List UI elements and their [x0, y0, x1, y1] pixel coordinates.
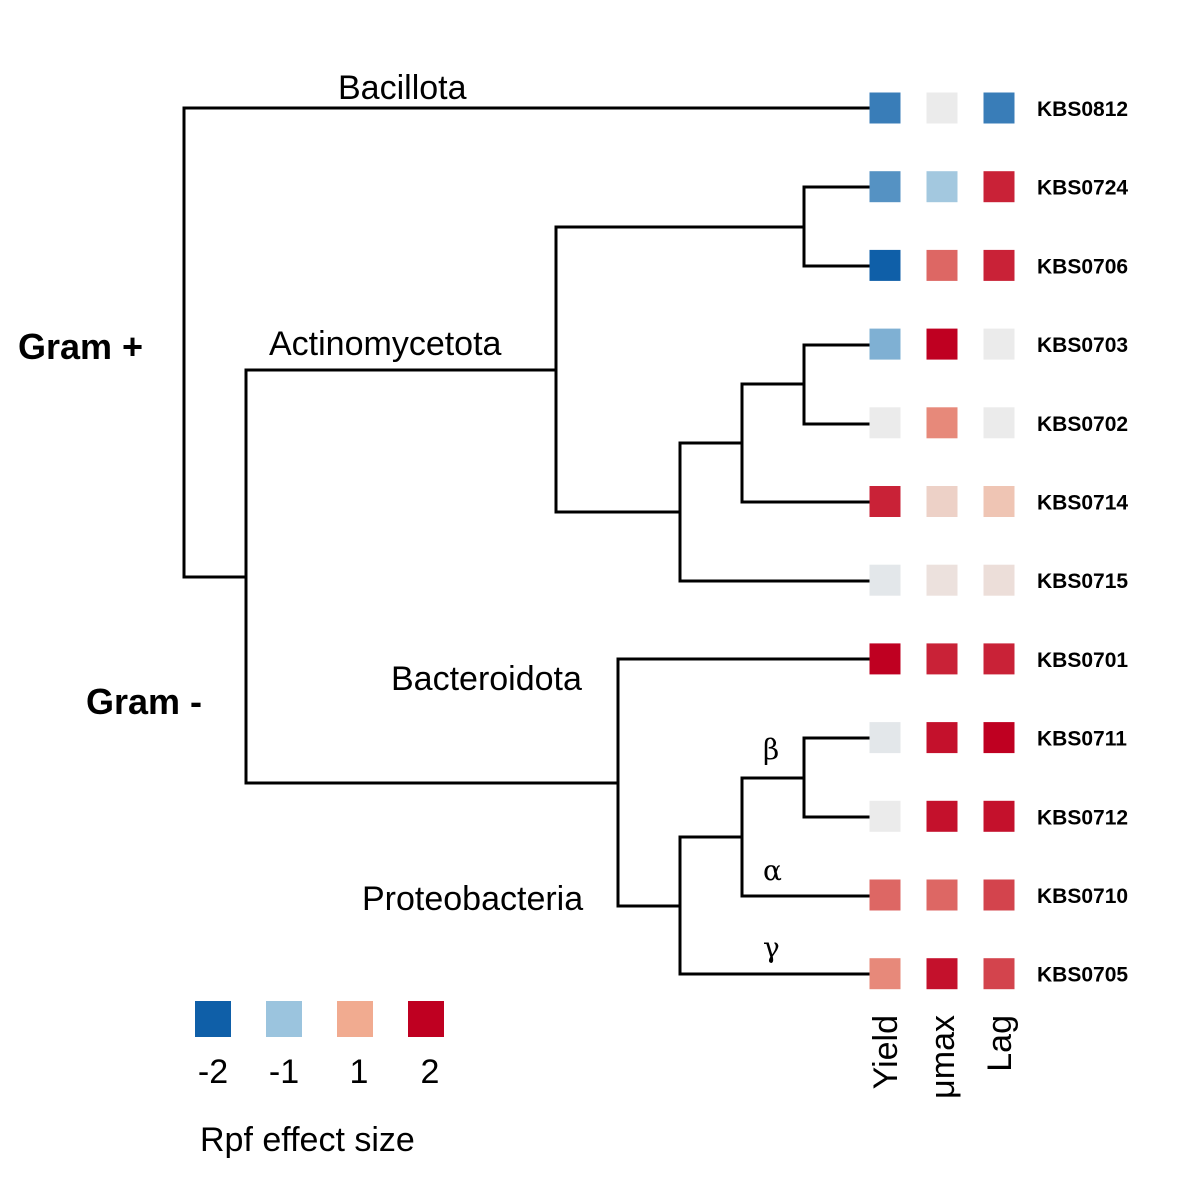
- tip-labels: KBS0812 KBS0724 KBS0706 KBS0703 KBS0702 KBS07…: [1037, 98, 1128, 987]
- heat-tile-KBS0812-lag: [983, 92, 1015, 124]
- heat-tile-KBS0706-umax: [926, 249, 958, 281]
- clade-label-bacteroidota: Bacteroidota: [391, 660, 582, 698]
- heat-tile-KBS0701-umax: [926, 643, 958, 675]
- legend-label: -2: [198, 1053, 228, 1091]
- heat-tile-KBS0710-yield: [869, 879, 901, 911]
- column-title: μmax: [924, 1015, 962, 1099]
- heat-tile-KBS0715-lag: [983, 564, 1015, 596]
- heat-tile-KBS0712-umax: [926, 800, 958, 832]
- legend-swatch: [195, 1001, 231, 1037]
- heat-tile-KBS0703-umax: [926, 328, 958, 360]
- heat-tile-KBS0711-yield: [869, 722, 901, 754]
- heat-tile-KBS0711-lag: [983, 722, 1015, 754]
- heat-tile-KBS0702-yield: [869, 407, 901, 439]
- legend-swatch: [408, 1001, 444, 1037]
- heat-tile-KBS0710-umax: [926, 879, 958, 911]
- heat-tile-KBS0706-lag: [983, 249, 1015, 281]
- tip-label: KBS0705: [1037, 964, 1128, 987]
- tip-label: KBS0724: [1037, 177, 1128, 200]
- legend-swatch: [266, 1001, 302, 1037]
- heat-tile-KBS0714-umax: [926, 486, 958, 517]
- tip-label: KBS0715: [1037, 570, 1128, 593]
- heat-tile-KBS0705-lag: [983, 958, 1015, 990]
- tip-label: KBS0711: [1037, 728, 1127, 751]
- heat-tile-KBS0705-yield: [869, 958, 901, 990]
- legend-label: 1: [350, 1053, 369, 1091]
- greek-label-alpha: α: [763, 854, 782, 887]
- heat-tile-KBS0724-lag: [983, 171, 1015, 203]
- heat-tile-KBS0701-lag: [983, 643, 1015, 675]
- legend-label: 2: [421, 1053, 440, 1091]
- tip-label: KBS0710: [1037, 885, 1128, 908]
- heat-tile-KBS0715-umax: [926, 564, 958, 596]
- heat-tile-KBS0715-yield: [869, 564, 901, 596]
- phylogenetic-tree: [182, 106, 870, 976]
- tip-label: KBS0701: [1037, 649, 1128, 672]
- greek-label-beta: β: [763, 733, 779, 766]
- tip-label: KBS0703: [1037, 334, 1128, 357]
- clade-label-bacillota: Bacillota: [338, 69, 467, 107]
- heat-tile-KBS0714-lag: [983, 486, 1015, 517]
- heatmap: [869, 92, 1015, 990]
- greek-label-gamma: γ: [763, 931, 780, 964]
- column-title: Yield: [867, 1015, 905, 1089]
- tip-label: KBS0712: [1037, 806, 1128, 829]
- heat-tile-KBS0724-umax: [926, 171, 958, 203]
- gram-positive-label: Gram +: [18, 326, 143, 367]
- column-titles: Yield μmax Lag: [867, 1015, 1019, 1099]
- heat-tile-KBS0703-lag: [983, 328, 1015, 360]
- legend-label: -1: [269, 1053, 299, 1091]
- legend-swatch: [337, 1001, 373, 1037]
- tip-label: KBS0714: [1037, 492, 1128, 515]
- clade-label-actinomycetota: Actinomycetota: [269, 325, 502, 363]
- heat-tile-KBS0703-yield: [869, 328, 901, 360]
- heat-tile-KBS0710-lag: [983, 879, 1015, 911]
- heat-tile-KBS0712-yield: [869, 800, 901, 832]
- heat-tile-KBS0705-umax: [926, 958, 958, 990]
- heat-tile-KBS0711-umax: [926, 722, 958, 754]
- column-title: Lag: [981, 1015, 1019, 1072]
- gram-negative-label: Gram -: [86, 681, 202, 722]
- heat-tile-KBS0712-lag: [983, 800, 1015, 832]
- heat-tile-KBS0701-yield: [869, 643, 901, 675]
- legend: -2 -1 1 2: [195, 1001, 444, 1091]
- tip-label: KBS0702: [1037, 413, 1128, 436]
- heat-tile-KBS0706-yield: [869, 249, 901, 281]
- heat-tile-KBS0812-yield: [869, 92, 901, 124]
- heat-tile-KBS0702-umax: [926, 407, 958, 439]
- heat-tile-KBS0702-lag: [983, 407, 1015, 439]
- tip-label: KBS0706: [1037, 255, 1128, 278]
- clade-label-proteobacteria: Proteobacteria: [362, 880, 583, 918]
- legend-title: Rpf effect size: [200, 1121, 415, 1159]
- heat-tile-KBS0724-yield: [869, 171, 901, 203]
- heat-tile-KBS0714-yield: [869, 486, 901, 517]
- heat-tile-KBS0812-umax: [926, 92, 958, 124]
- tip-label: KBS0812: [1037, 98, 1128, 121]
